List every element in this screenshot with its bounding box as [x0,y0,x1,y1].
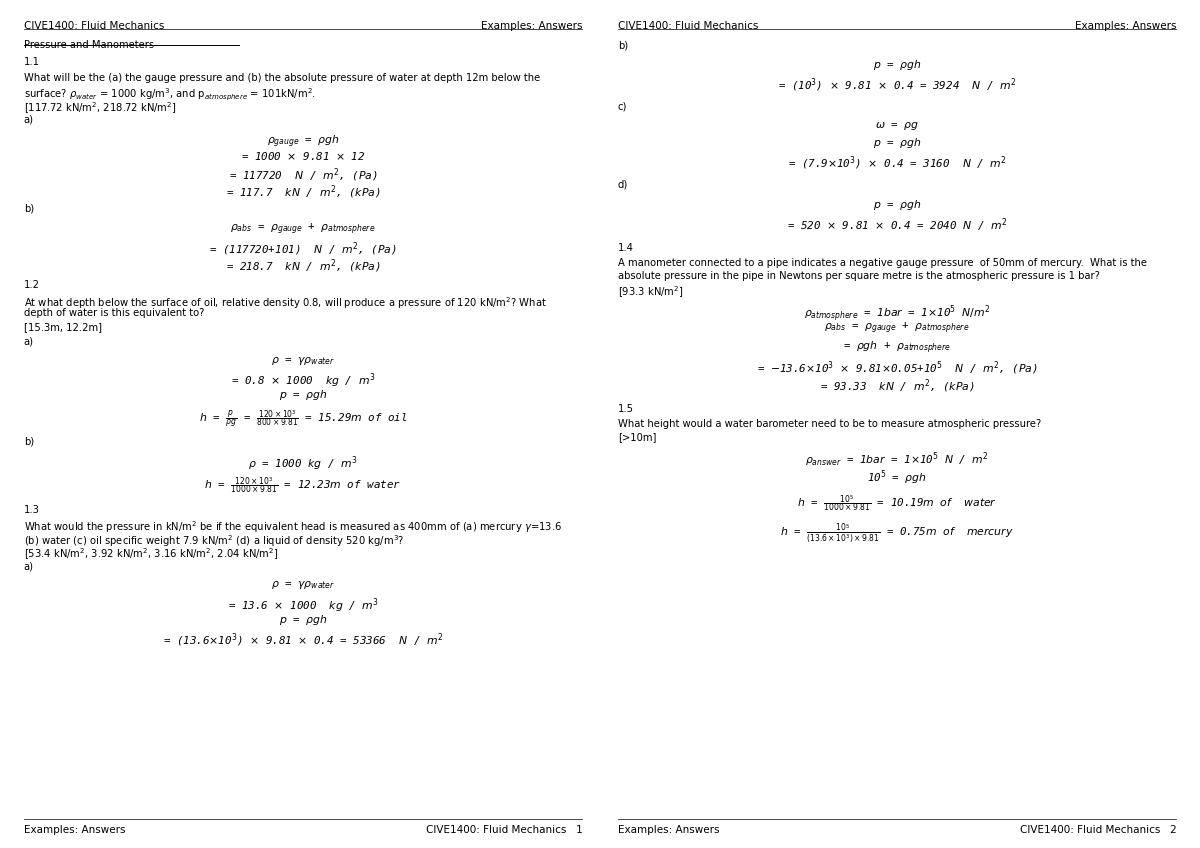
Text: 1.2: 1.2 [24,280,40,290]
Text: $\rho$ = 1000 $kg$ / $m^{3}$: $\rho$ = 1000 $kg$ / $m^{3}$ [248,455,358,473]
Text: [>10m]: [>10m] [618,432,656,443]
Text: a): a) [24,114,34,125]
Text: CIVE1400: Fluid Mechanics: CIVE1400: Fluid Mechanics [24,21,164,31]
Text: 1.4: 1.4 [618,243,634,253]
Text: = 520 $\times$ 9.81 $\times$ 0.4 = 2040 $N$ / $m^{2}$: = 520 $\times$ 9.81 $\times$ 0.4 = 2040 … [787,216,1007,234]
Text: What will be the (a) the gauge pressure and (b) the absolute pressure of water a: What will be the (a) the gauge pressure … [24,73,540,83]
Text: = 93.33  $kN$ / $m^{2}$, ($kPa$): = 93.33 $kN$ / $m^{2}$, ($kPa$) [820,377,974,395]
Text: $\rho_{gauge}$ = $\rho gh$: $\rho_{gauge}$ = $\rho gh$ [266,133,340,149]
Text: = 1000 $\times$ 9.81 $\times$ 12: = 1000 $\times$ 9.81 $\times$ 12 [241,150,365,162]
Text: a): a) [24,337,34,347]
Text: $p$ = $\rho gh$: $p$ = $\rho gh$ [872,198,922,212]
Text: $\rho_{atmosphere}$ = 1$bar$ = 1$\times$10$^{5}$ $N/m^{2}$: $\rho_{atmosphere}$ = 1$bar$ = 1$\times$… [804,303,990,324]
Text: Pressure and Manometers: Pressure and Manometers [24,40,154,50]
Text: $\rho_{answer}$ = 1$bar$ = 1$\times$10$^{5}$ $N$ / $m^{2}$: $\rho_{answer}$ = 1$bar$ = 1$\times$10$^… [805,450,989,469]
Text: What height would a water barometer need to be to measure atmospheric pressure?: What height would a water barometer need… [618,419,1040,429]
Text: d): d) [618,180,628,190]
Text: $h$ = $\frac{120\times10^{3}}{1000\times9.81}$ = 12.23$m$ of water: $h$ = $\frac{120\times10^{3}}{1000\times… [204,477,402,496]
Text: (b) water (c) oil specific weight 7.9 kN/m$^{2}$ (d) a liquid of density 520 kg/: (b) water (c) oil specific weight 7.9 kN… [24,533,404,549]
Text: = (117720+101)  $N$ / $m^{2}$, ($Pa$): = (117720+101) $N$ / $m^{2}$, ($Pa$) [209,240,397,258]
Text: = 117.7  $kN$ / $m^{2}$, ($kPa$): = 117.7 $kN$ / $m^{2}$, ($kPa$) [226,183,380,201]
Text: $h$ = $\frac{10^{5}}{1000\times9.81}$ = 10.19$m$ $of$  $water$: $h$ = $\frac{10^{5}}{1000\times9.81}$ = … [797,494,997,514]
Text: = (13.6$\times$10$^{3}$) $\times$ 9.81 $\times$ 0.4 = 53366  $N$ / $m^{2}$: = (13.6$\times$10$^{3}$) $\times$ 9.81 $… [163,631,443,649]
Text: $\omega$ = $\rho g$: $\omega$ = $\rho g$ [875,120,919,131]
Text: $p$ = $\rho gh$: $p$ = $\rho gh$ [872,137,922,150]
Text: 1.3: 1.3 [24,505,40,515]
Text: $h$ = $\frac{10^{5}}{(13.6\times10^{3})\times9.81}$ = 0.75$m$ $of$  $mercury$: $h$ = $\frac{10^{5}}{(13.6\times10^{3})\… [780,522,1014,544]
Text: [93.3 kN/m$^{2}$]: [93.3 kN/m$^{2}$] [618,284,683,300]
Text: Examples: Answers: Examples: Answers [618,824,719,834]
Text: = 117720  $N$ / $m^{2}$, ($Pa$): = 117720 $N$ / $m^{2}$, ($Pa$) [229,166,377,184]
Text: $p$ = $\rho gh$: $p$ = $\rho gh$ [278,388,328,402]
Text: Examples: Answers: Examples: Answers [24,824,125,834]
Text: CIVE1400: Fluid Mechanics   2: CIVE1400: Fluid Mechanics 2 [1020,824,1176,834]
Text: = $-$13.6$\times$10$^{3}$ $\times$ 9.81$\times$0.05+10$^{5}$  $N$ / $m^{2}$, ($P: = $-$13.6$\times$10$^{3}$ $\times$ 9.81$… [757,360,1037,377]
Text: $p$ = $\rho gh$: $p$ = $\rho gh$ [872,59,922,72]
Text: = (7.9$\times$10$^{3}$) $\times$ 0.4 = 3160  $N$ / $m^{2}$: = (7.9$\times$10$^{3}$) $\times$ 0.4 = 3… [787,154,1007,172]
Text: What would the pressure in kN/m$^{2}$ be if the equivalent head is measured as 4: What would the pressure in kN/m$^{2}$ be… [24,520,562,535]
Text: = $\rho gh$ + $\rho_{atmosphere}$: = $\rho gh$ + $\rho_{atmosphere}$ [844,339,950,355]
Text: = (10$^{3}$) $\times$ 9.81 $\times$ 0.4 = 3924  $N$ / $m^{2}$: = (10$^{3}$) $\times$ 9.81 $\times$ 0.4 … [778,76,1016,94]
Text: CIVE1400: Fluid Mechanics: CIVE1400: Fluid Mechanics [618,21,758,31]
Text: $\rho$ = $\gamma\rho_{water}$: $\rho$ = $\gamma\rho_{water}$ [271,579,335,591]
Text: $\rho_{abs}$ = $\rho_{gauge}$ + $\rho_{atmosphere}$: $\rho_{abs}$ = $\rho_{gauge}$ + $\rho_{a… [824,321,970,337]
Text: b): b) [24,204,34,214]
Text: surface? $\rho_{water}$ = 1000 kg/m$^{3}$, and p$_{atmosphere}$ = 101kN/m$^{2}$.: surface? $\rho_{water}$ = 1000 kg/m$^{3}… [24,86,316,103]
Text: 1.5: 1.5 [618,404,634,414]
Text: $\rho$ = $\gamma\rho_{water}$: $\rho$ = $\gamma\rho_{water}$ [271,355,335,367]
Text: $h$ = $\frac{p}{\rho g}$ = $\frac{120\times10^{3}}{800\times9.81}$ = 15.29$m$ of: $h$ = $\frac{p}{\rho g}$ = $\frac{120\ti… [199,408,407,430]
Text: depth of water is this equivalent to?: depth of water is this equivalent to? [24,309,204,319]
Text: a): a) [24,561,34,571]
Text: c): c) [618,102,628,112]
Text: A manometer connected to a pipe indicates a negative gauge pressure  of 50mm of : A manometer connected to a pipe indicate… [618,258,1147,268]
Text: $p$ = $\rho gh$: $p$ = $\rho gh$ [278,612,328,627]
Text: b): b) [618,40,628,50]
Text: = 0.8 $\times$ 1000  $kg$ / $m^{3}$: = 0.8 $\times$ 1000 $kg$ / $m^{3}$ [230,371,376,390]
Text: absolute pressure in the pipe in Newtons per square metre is the atmospheric pre: absolute pressure in the pipe in Newtons… [618,271,1099,281]
Text: Examples: Answers: Examples: Answers [1075,21,1176,31]
Text: $\rho_{abs}$ = $\rho_{gauge}$ + $\rho_{atmosphere}$: $\rho_{abs}$ = $\rho_{gauge}$ + $\rho_{a… [230,222,376,237]
Text: 10$^{5}$ = $\rho gh$: 10$^{5}$ = $\rho gh$ [868,469,926,488]
Text: Examples: Answers: Examples: Answers [481,21,582,31]
Text: [15.3m, 12.2m]: [15.3m, 12.2m] [24,321,102,332]
Text: At what depth below the surface of oil, relative density 0.8, will produce a pre: At what depth below the surface of oil, … [24,295,547,311]
Text: [53.4 kN/m$^{2}$, 3.92 kN/m$^{2}$, 3.16 kN/m$^{2}$, 2.04 kN/m$^{2}$]: [53.4 kN/m$^{2}$, 3.92 kN/m$^{2}$, 3.16 … [24,546,278,561]
Text: b): b) [24,437,34,446]
Text: = 13.6 $\times$ 1000  $kg$ / $m^{3}$: = 13.6 $\times$ 1000 $kg$ / $m^{3}$ [228,596,378,615]
Text: CIVE1400: Fluid Mechanics   1: CIVE1400: Fluid Mechanics 1 [426,824,582,834]
Text: [117.72 kN/m$^{2}$, 218.72 kN/m$^{2}$]: [117.72 kN/m$^{2}$, 218.72 kN/m$^{2}$] [24,100,176,115]
Text: 1.1: 1.1 [24,57,40,67]
Text: = 218.7  $kN$ / $m^{2}$, ($kPa$): = 218.7 $kN$ / $m^{2}$, ($kPa$) [226,257,380,275]
